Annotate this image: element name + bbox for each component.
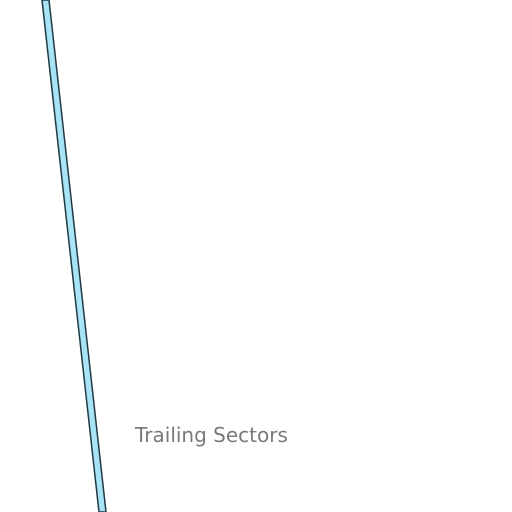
diagonal-band bbox=[41, 0, 107, 512]
sector-label: Trailing Sectors bbox=[135, 423, 288, 447]
